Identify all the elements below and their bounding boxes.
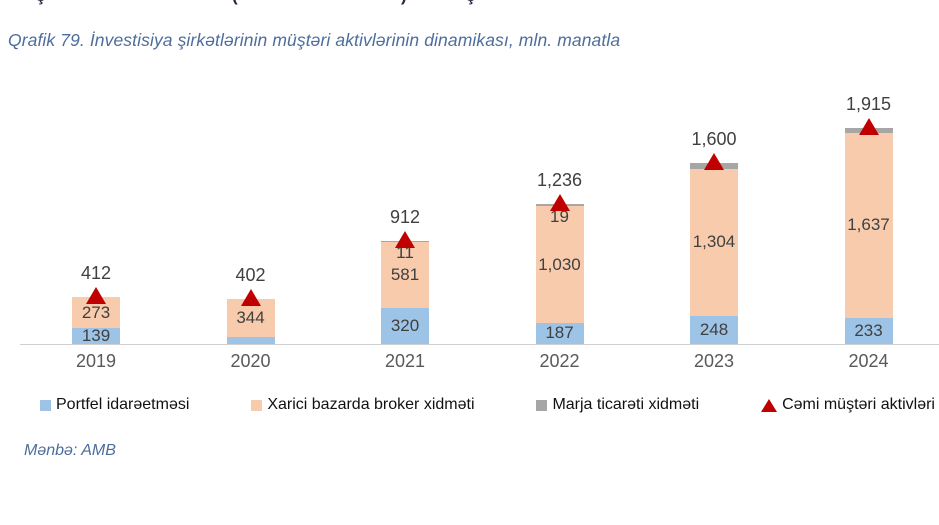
segment-value-2023-broker: 1,304 <box>692 232 736 252</box>
legend-item-1: Xarici bazarda broker xidməti <box>251 396 475 414</box>
bar-segment-2021-portfel <box>381 307 429 344</box>
total-marker-triangle-2021 <box>395 230 415 248</box>
x-axis-line <box>20 344 939 345</box>
x-axis-label-2021: 2021 <box>384 351 426 371</box>
cropped-glyph-fragment: ş <box>36 0 45 6</box>
total-marker-triangle-2019 <box>86 287 106 305</box>
total-marker-triangle-2024 <box>858 117 879 135</box>
legend-square-icon <box>251 399 263 411</box>
legend-label: Portfel idarəetməsi <box>56 396 190 413</box>
bar-segment-2022-portfel <box>535 322 584 344</box>
segment-value-2022-broker: 1,030 <box>538 254 581 274</box>
legend-label: Marja ticarəti xidməti <box>552 396 700 413</box>
total-value-2022: 1,236 <box>536 170 583 191</box>
legend-label: Cəmi müştəri aktivləri <box>782 396 935 413</box>
source-note: Mənbə: AMB <box>24 442 116 459</box>
bar-segment-2023-broker <box>690 168 738 316</box>
bar-segment-2021-broker <box>381 242 429 308</box>
legend-label: Xarici bazarda broker xidməti <box>267 396 475 413</box>
segment-value-2022-portfel: 187 <box>545 323 574 343</box>
bar-segment-2019-portfel <box>72 328 120 344</box>
x-axis-label-2020: 2020 <box>230 351 271 371</box>
legend-square-icon <box>40 399 51 411</box>
x-axis-label-2019: 2019 <box>75 351 117 371</box>
total-marker-triangle-2022 <box>549 194 570 212</box>
total-marker-triangle-2020 <box>240 288 261 306</box>
x-axis-label-2023: 2023 <box>693 351 735 371</box>
chart-title: Qrafik 79. İnvestisiya şirkətlərinin müş… <box>8 30 621 50</box>
cropped-glyph-fragment: ( <box>232 0 238 6</box>
total-value-2020: 402 <box>235 264 266 285</box>
total-value-2024: 1,915 <box>845 93 892 114</box>
total-value-2023: 1,600 <box>691 129 737 150</box>
segment-value-2019-broker: 273 <box>81 302 111 322</box>
segment-value-2020-broker: 344 <box>236 308 265 327</box>
x-axis-label-2024: 2024 <box>848 351 889 371</box>
segment-value-2024-portfel: 233 <box>854 320 883 340</box>
cropped-glyph-fragment: ) <box>401 0 407 6</box>
cropped-glyph-fragment: ş <box>466 0 475 6</box>
bar-segment-2024-broker <box>844 132 893 318</box>
bar-segment-2023-portfel <box>690 315 738 344</box>
bar-segment-2020-portfel <box>226 337 275 344</box>
bar-segment-2022-broker <box>535 206 584 323</box>
segment-value-2021-portfel: 320 <box>390 315 420 335</box>
legend-item-3: Cəmi müştəri aktivləri <box>761 396 935 414</box>
bar-segment-2024-portfel <box>844 317 893 344</box>
x-axis-label-2022: 2022 <box>539 351 580 371</box>
segment-value-2021-broker: 581 <box>390 265 420 284</box>
legend-square-icon <box>536 399 548 411</box>
chart-legend: Portfel idarəetməsi Xarici bazarda broker… <box>40 394 935 416</box>
legend-item-2: Marja ticarəti xidməti <box>536 396 699 414</box>
segment-value-2022-marja: 19 <box>550 207 569 227</box>
segment-value-2019-portfel: 139 <box>81 326 111 346</box>
segment-value-2023-portfel: 248 <box>699 319 729 339</box>
total-marker-triangle-2023 <box>704 153 724 171</box>
total-value-2019: 412 <box>80 263 112 284</box>
cropped-text-fragments: ş () ş <box>0 0 939 9</box>
legend-item-0: Portfel idarəetməsi <box>40 396 189 414</box>
total-value-2021: 912 <box>389 206 421 227</box>
legend-triangle-icon <box>761 398 778 412</box>
segment-value-2024-broker: 1,637 <box>847 215 890 235</box>
